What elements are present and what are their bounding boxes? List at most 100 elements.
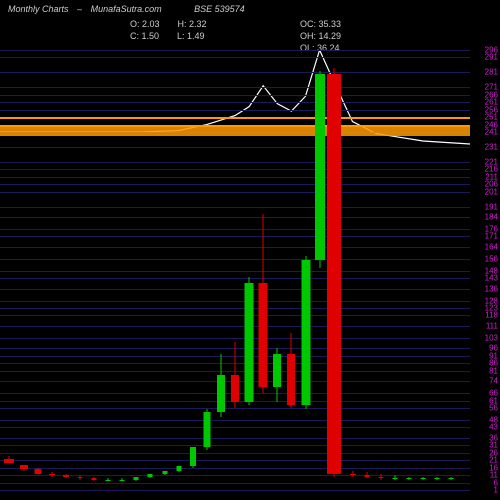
candle-body bbox=[421, 478, 426, 479]
y-axis-label: 1 bbox=[472, 486, 498, 495]
grid-line bbox=[0, 192, 470, 193]
grid-line bbox=[0, 468, 470, 469]
candle-body bbox=[92, 478, 97, 479]
ohlc-high: H: 2.32 bbox=[178, 18, 207, 30]
ohlc-oc: OC: 35.33 bbox=[300, 18, 341, 30]
grid-line bbox=[0, 110, 470, 111]
candle-body bbox=[435, 478, 440, 479]
candle-body bbox=[190, 447, 196, 466]
chart-title: Monthly Charts bbox=[8, 4, 69, 14]
grid-line bbox=[0, 50, 470, 51]
y-axis-label: 111 bbox=[472, 321, 498, 330]
candle-body bbox=[134, 477, 139, 480]
ohlc-close: C: 1.50 bbox=[130, 30, 159, 42]
grid-line bbox=[0, 338, 470, 339]
candle-body bbox=[120, 480, 125, 481]
ohlc-open: O: 2.03 bbox=[130, 18, 160, 30]
y-axis-label: 43 bbox=[472, 423, 498, 432]
candle-body bbox=[301, 260, 310, 405]
grid-line bbox=[0, 102, 470, 103]
candle-body bbox=[392, 478, 397, 479]
grid-line bbox=[0, 438, 470, 439]
candle-body bbox=[245, 283, 254, 402]
candle-body bbox=[449, 478, 454, 479]
candlestick-chart bbox=[0, 50, 470, 490]
y-axis-label: 191 bbox=[472, 202, 498, 211]
candle-body bbox=[162, 471, 167, 474]
grid-line bbox=[0, 177, 470, 178]
y-axis-label: 231 bbox=[472, 142, 498, 151]
grid-line bbox=[0, 72, 470, 73]
grid-line bbox=[0, 475, 470, 476]
grid-line bbox=[0, 207, 470, 208]
candle-body bbox=[20, 465, 28, 469]
y-axis-label: 184 bbox=[472, 213, 498, 222]
grid-line bbox=[0, 453, 470, 454]
candle-body bbox=[364, 475, 369, 476]
grid-line bbox=[0, 445, 470, 446]
candle-body bbox=[148, 474, 153, 477]
ohlc-low: L: 1.49 bbox=[177, 30, 205, 42]
y-axis-label: 103 bbox=[472, 333, 498, 342]
candle-body bbox=[259, 283, 268, 387]
y-axis-label: 118 bbox=[472, 311, 498, 320]
y-axis-label: 171 bbox=[472, 232, 498, 241]
grid-line bbox=[0, 169, 470, 170]
candle-body bbox=[217, 375, 225, 412]
candle-body bbox=[327, 74, 341, 474]
grid-line bbox=[0, 315, 470, 316]
grid-line bbox=[0, 247, 470, 248]
grid-line bbox=[0, 271, 470, 272]
candle-body bbox=[273, 354, 281, 387]
y-axis: 2962912812712662612562512462412312212162… bbox=[470, 50, 500, 490]
grid-line bbox=[0, 229, 470, 230]
chart-header: Monthly Charts – MunafaSutra.com BSE 539… bbox=[8, 4, 245, 14]
y-axis-label: 136 bbox=[472, 284, 498, 293]
candle-body bbox=[176, 466, 181, 470]
ohlc-oh: OH: 14.29 bbox=[300, 30, 341, 42]
site-name: MunafaSutra.com bbox=[91, 4, 162, 14]
y-axis-label: 241 bbox=[472, 128, 498, 137]
orange-line bbox=[0, 125, 470, 127]
grid-line bbox=[0, 184, 470, 185]
ohlc-extra: OC: 35.33 OH: 14.29 OL: 36.24 bbox=[300, 18, 341, 54]
grid-line bbox=[0, 259, 470, 260]
candle-body bbox=[231, 375, 239, 402]
grid-line bbox=[0, 278, 470, 279]
y-axis-label: 156 bbox=[472, 254, 498, 263]
grid-line bbox=[0, 162, 470, 163]
candle-body bbox=[203, 412, 210, 446]
grid-line bbox=[0, 420, 470, 421]
y-axis-label: 291 bbox=[472, 53, 498, 62]
grid-line bbox=[0, 217, 470, 218]
candle-body bbox=[4, 459, 14, 463]
y-axis-label: 81 bbox=[472, 366, 498, 375]
y-axis-label: 143 bbox=[472, 274, 498, 283]
grid-line bbox=[0, 301, 470, 302]
candle-body bbox=[77, 477, 82, 478]
candle-body bbox=[34, 469, 41, 473]
ticker: BSE 539574 bbox=[194, 4, 245, 14]
grid-line bbox=[0, 147, 470, 148]
grid-line bbox=[0, 483, 470, 484]
grid-line bbox=[0, 460, 470, 461]
grid-line bbox=[0, 289, 470, 290]
y-axis-label: 164 bbox=[472, 242, 498, 251]
grid-line bbox=[0, 408, 470, 409]
grid-line bbox=[0, 427, 470, 428]
grid-line bbox=[0, 490, 470, 491]
candle-body bbox=[287, 354, 295, 405]
y-axis-label: 56 bbox=[472, 403, 498, 412]
grid-line bbox=[0, 95, 470, 96]
candle-body bbox=[378, 477, 383, 478]
candle-body bbox=[106, 480, 111, 481]
candle-body bbox=[49, 474, 55, 475]
grid-line bbox=[0, 326, 470, 327]
candle-body bbox=[63, 475, 69, 476]
grid-line bbox=[0, 236, 470, 237]
grid-line bbox=[0, 57, 470, 58]
y-axis-label: 281 bbox=[472, 68, 498, 77]
candle-body bbox=[406, 478, 411, 479]
candle-body bbox=[315, 74, 325, 260]
grid-line bbox=[0, 87, 470, 88]
